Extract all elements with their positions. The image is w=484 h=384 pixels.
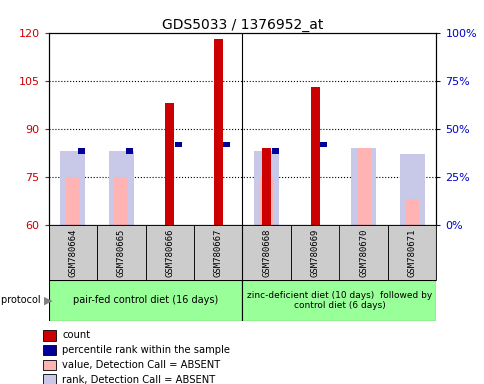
Bar bbox=[405, 199, 418, 225]
Text: GSM780667: GSM780667 bbox=[213, 228, 222, 276]
Bar bbox=[145, 225, 194, 280]
Bar bbox=[43, 374, 56, 384]
Bar bbox=[242, 280, 436, 321]
Bar bbox=[194, 225, 242, 280]
Text: ▶: ▶ bbox=[44, 295, 52, 306]
Bar bbox=[43, 330, 56, 341]
Bar bbox=[399, 154, 424, 225]
Bar bbox=[310, 87, 319, 225]
Text: GSM780669: GSM780669 bbox=[310, 228, 319, 276]
Text: GSM780664: GSM780664 bbox=[68, 228, 77, 276]
Title: GDS5033 / 1376952_at: GDS5033 / 1376952_at bbox=[162, 18, 322, 31]
Bar bbox=[242, 225, 290, 280]
Text: zinc-deficient diet (10 days)  followed by
control diet (6 days): zinc-deficient diet (10 days) followed b… bbox=[246, 291, 431, 310]
Text: GSM780666: GSM780666 bbox=[165, 228, 174, 276]
Text: GSM780670: GSM780670 bbox=[359, 228, 367, 276]
Bar bbox=[290, 225, 339, 280]
Text: percentile rank within the sample: percentile rank within the sample bbox=[62, 345, 229, 355]
Bar bbox=[48, 225, 97, 280]
Bar bbox=[165, 103, 174, 225]
Bar bbox=[356, 148, 370, 225]
Bar bbox=[97, 225, 145, 280]
Bar bbox=[108, 151, 134, 225]
Text: GSM780665: GSM780665 bbox=[117, 228, 125, 276]
Text: rank, Detection Call = ABSENT: rank, Detection Call = ABSENT bbox=[62, 375, 215, 384]
Text: GSM780671: GSM780671 bbox=[407, 228, 416, 276]
Text: pair-fed control diet (16 days): pair-fed control diet (16 days) bbox=[73, 295, 218, 306]
Bar bbox=[387, 225, 436, 280]
Bar bbox=[350, 148, 376, 225]
Bar bbox=[223, 142, 230, 147]
Bar bbox=[271, 148, 278, 154]
Text: GSM780668: GSM780668 bbox=[262, 228, 271, 276]
Bar bbox=[262, 148, 271, 225]
Bar bbox=[60, 151, 85, 225]
Text: count: count bbox=[62, 330, 90, 340]
Bar bbox=[259, 177, 273, 225]
Bar bbox=[77, 148, 85, 154]
Bar bbox=[43, 359, 56, 370]
Bar bbox=[254, 151, 279, 225]
Bar bbox=[174, 142, 182, 147]
Bar bbox=[43, 345, 56, 356]
Bar bbox=[114, 177, 128, 225]
Bar bbox=[66, 177, 79, 225]
Bar bbox=[126, 148, 133, 154]
Bar bbox=[213, 39, 222, 225]
Text: growth protocol: growth protocol bbox=[0, 295, 44, 306]
Bar bbox=[339, 225, 387, 280]
Bar bbox=[319, 142, 327, 147]
Text: value, Detection Call = ABSENT: value, Detection Call = ABSENT bbox=[62, 360, 220, 370]
Bar bbox=[48, 280, 242, 321]
